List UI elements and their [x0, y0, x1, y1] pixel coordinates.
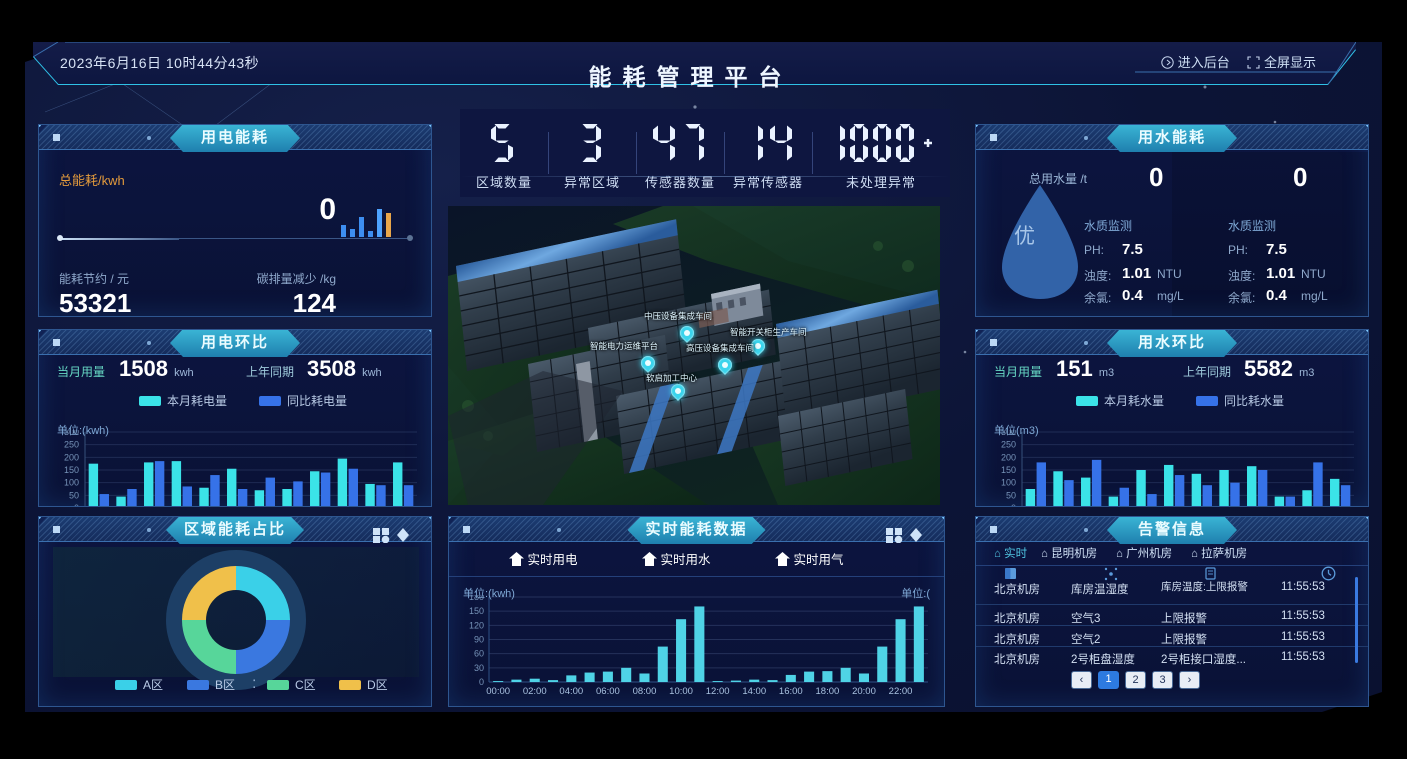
svg-text:22:00: 22:00 [889, 686, 913, 697]
svg-text:14:00: 14:00 [742, 686, 766, 697]
svg-text:300: 300 [64, 430, 79, 437]
svg-text:150: 150 [469, 606, 484, 616]
svg-text:200: 200 [64, 452, 79, 462]
svg-text:16:00: 16:00 [779, 686, 803, 697]
svg-text:180: 180 [469, 595, 484, 602]
svg-text:06:00: 06:00 [596, 686, 620, 697]
svg-text:100: 100 [1001, 478, 1016, 488]
svg-text:04:00: 04:00 [559, 686, 583, 697]
svg-text:00:00: 00:00 [486, 686, 510, 697]
svg-text:300: 300 [1001, 430, 1016, 437]
svg-text:250: 250 [1001, 440, 1016, 450]
svg-text:200: 200 [1001, 452, 1016, 462]
svg-text:50: 50 [1006, 490, 1016, 500]
svg-text:50: 50 [69, 490, 79, 500]
svg-text:08:00: 08:00 [633, 686, 657, 697]
svg-text:0: 0 [74, 503, 79, 507]
svg-text:18:00: 18:00 [816, 686, 840, 697]
svg-text:90: 90 [474, 635, 484, 645]
svg-text:250: 250 [64, 440, 79, 450]
svg-text:12:00: 12:00 [706, 686, 730, 697]
svg-text:10:00: 10:00 [669, 686, 693, 697]
svg-text:0: 0 [1011, 503, 1016, 507]
svg-text:120: 120 [469, 620, 484, 630]
svg-text:100: 100 [64, 478, 79, 488]
svg-text:30: 30 [474, 663, 484, 673]
svg-text:02:00: 02:00 [523, 686, 547, 697]
svg-text:20:00: 20:00 [852, 686, 876, 697]
svg-text:150: 150 [1001, 465, 1016, 475]
svg-text:150: 150 [64, 465, 79, 475]
svg-text:60: 60 [474, 649, 484, 659]
svg-text:0: 0 [479, 677, 484, 687]
